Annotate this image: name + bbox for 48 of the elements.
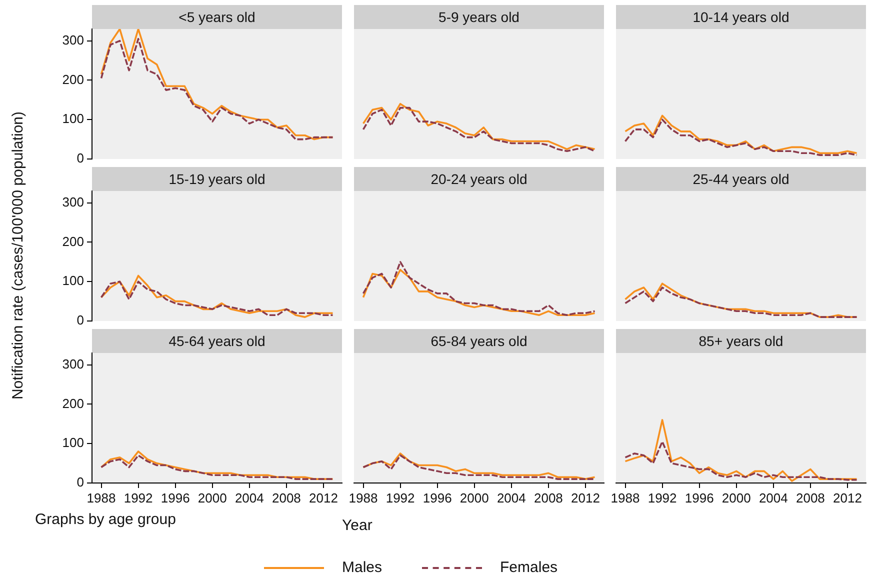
chart-title: 5-9 years old [354, 5, 604, 29]
line-series [100, 280, 334, 316]
y-tick-label: 300 [62, 356, 84, 372]
x-tick-label: 1988 [348, 490, 378, 506]
x-tick-label: 2008 [272, 490, 301, 506]
y-tick-label: 200 [62, 234, 84, 249]
x-tick-label: 1996 [684, 490, 714, 506]
chart-title: 45-64 years old [92, 329, 342, 353]
chart-title: 20-24 years old [354, 167, 604, 191]
y-tick-label: 0 [76, 474, 84, 490]
y-tick-label: 200 [62, 396, 84, 411]
chart-title: <5 years old [92, 5, 342, 29]
x-tick-label: 2012 [833, 490, 862, 506]
x-tick-label: 1988 [610, 490, 640, 506]
x-tick-label: 2004 [758, 490, 788, 506]
x-tick-label: 2008 [534, 490, 563, 506]
y-tick-label: 0 [76, 312, 84, 328]
chart-title: 10-14 years old [616, 5, 866, 29]
x-tick-label: 2000 [722, 490, 751, 506]
chart-title: 15-19 years old [92, 167, 342, 191]
x-axis-title: Year [342, 517, 372, 534]
legend-label: Males [342, 559, 382, 575]
y-tick-label: 100 [62, 435, 84, 450]
x-tick-label: 2000 [460, 490, 489, 506]
x-tick-label: 1996 [160, 490, 190, 506]
x-tick-label: 1992 [124, 490, 153, 506]
x-tick-label: 1992 [648, 490, 677, 506]
y-tick-label: 0 [76, 150, 84, 166]
y-tick-label: 100 [62, 111, 84, 126]
y-axis-title: Notification rate (cases/100'000 population) [10, 111, 27, 400]
x-tick-label: 2008 [796, 490, 825, 506]
chart-title: 65-84 years old [354, 329, 604, 353]
y-tick-label: 100 [62, 273, 84, 288]
x-tick-label: 2012 [309, 490, 338, 506]
y-tick-label: 200 [62, 72, 84, 87]
text: Graphs by age group [35, 511, 176, 528]
x-tick-label: 2000 [198, 490, 227, 506]
x-tick-label: 1996 [422, 490, 452, 506]
x-tick-label: 1992 [386, 490, 415, 506]
x-tick-label: 2004 [234, 490, 264, 506]
chart-title: 25-44 years old [616, 167, 866, 191]
x-tick-label: 2004 [496, 490, 526, 506]
y-tick-label: 300 [62, 194, 84, 210]
x-tick-label: 1988 [86, 490, 116, 506]
chart-title: 85+ years old [616, 329, 866, 353]
x-tick-label: 2012 [571, 490, 600, 506]
legend-label: Females [500, 559, 558, 575]
y-tick-label: 300 [62, 32, 84, 48]
